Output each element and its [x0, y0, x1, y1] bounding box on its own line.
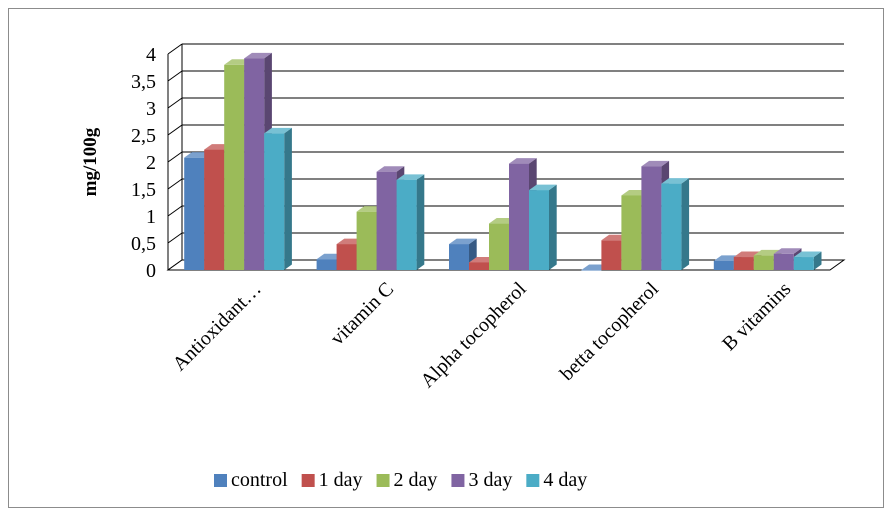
legend: control 1 day 2 day 3 day 4 day [214, 469, 587, 491]
gridline-depth [167, 43, 183, 55]
bar [469, 262, 489, 270]
gridline-depth [167, 178, 183, 190]
y-axis-title: mg/100g [80, 127, 101, 196]
y-tick-label: 1,5 [131, 179, 156, 201]
bar [581, 270, 602, 271]
bar [336, 244, 357, 270]
bar-side [681, 178, 690, 270]
x-category-label: vitamin C [326, 278, 398, 350]
bar [601, 240, 622, 270]
bar [529, 190, 549, 270]
bar [449, 244, 469, 270]
bar-side [813, 251, 822, 270]
legend-label: 2 day [394, 469, 438, 491]
x-category-label: betta tocopherol [556, 278, 663, 385]
y-tick-label: 0,5 [131, 233, 156, 255]
bar-top [244, 52, 272, 59]
bar [264, 133, 285, 270]
y-tick-label: 1 [146, 206, 156, 228]
y-tick-label: 3 [146, 98, 156, 120]
bar-top [509, 158, 537, 164]
legend-label: 4 day [543, 469, 587, 491]
bar [641, 166, 662, 270]
bar [204, 149, 225, 270]
x-category-label: Alpha tocopherol [416, 278, 530, 392]
bars [184, 52, 822, 271]
bar-top [529, 184, 557, 191]
gridline-depth [167, 205, 183, 217]
bar [753, 255, 774, 270]
gridline-depth [167, 124, 183, 136]
bar-top [661, 178, 690, 184]
bar-side [549, 184, 557, 270]
legend-swatch [451, 474, 465, 487]
y-tick-label: 0 [146, 260, 156, 282]
bar-top [449, 238, 477, 245]
bar [489, 223, 509, 270]
bar-top [396, 174, 425, 180]
bar [773, 253, 794, 270]
y-tick-label: 2,5 [131, 125, 156, 147]
y-tick-labels: 0 0,5 1 1,5 2 2,5 3 3,5 4 [131, 44, 156, 282]
bar-top [641, 160, 670, 167]
legend-swatch [214, 474, 227, 487]
bar [356, 211, 377, 270]
bar [621, 195, 642, 270]
legend-swatch [301, 474, 315, 487]
y-tick-label: 4 [146, 44, 156, 66]
bar [661, 183, 682, 270]
y-tick-label: 3,5 [131, 71, 156, 93]
bar [509, 163, 529, 270]
gridline-depth [167, 97, 183, 109]
bar [316, 259, 337, 270]
bar-top [793, 251, 822, 258]
bar [733, 257, 754, 270]
legend-label: 3 day [468, 469, 512, 491]
bar [184, 157, 205, 270]
legend-label: control [231, 469, 288, 491]
bar-top [264, 127, 292, 134]
bar-side [416, 174, 425, 270]
bar [713, 260, 734, 270]
bar [244, 58, 265, 270]
gridline-depth [167, 232, 183, 244]
legend-swatch [526, 474, 540, 487]
x-category-label: B vitamins [718, 278, 795, 355]
bar-top [773, 248, 802, 254]
bar [793, 257, 814, 270]
bar-side [284, 127, 292, 270]
legend-label: 1 day [319, 469, 363, 491]
x-category-labels: Antioxidant… vitamin C Alpha tocopherol bet… [168, 278, 795, 392]
x-category-label: Antioxidant… [168, 278, 265, 375]
bar [376, 171, 397, 270]
gridline-depth [167, 70, 183, 82]
bar [396, 179, 417, 270]
gridline-depth [167, 151, 183, 163]
legend-swatch [376, 474, 390, 487]
bar-top [376, 166, 405, 172]
bar [224, 64, 245, 270]
y-tick-label: 2 [146, 152, 156, 174]
